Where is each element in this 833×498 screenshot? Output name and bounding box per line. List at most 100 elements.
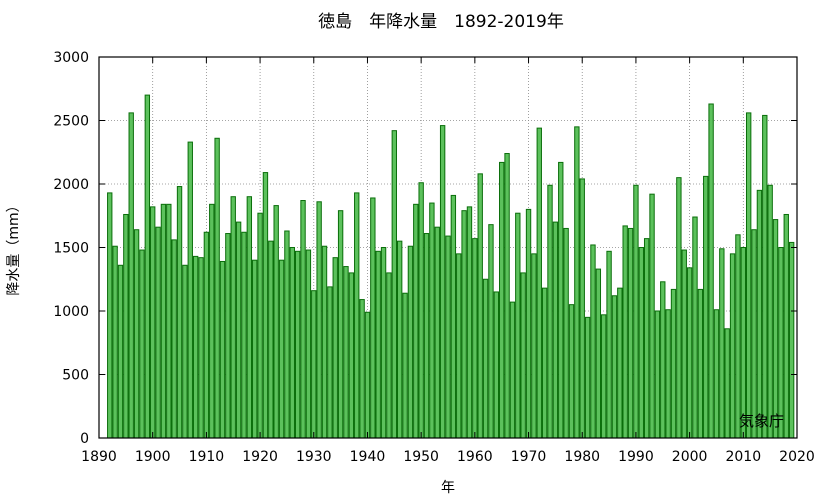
x-axis-label: 年 (441, 480, 455, 496)
bar-2016 (772, 219, 779, 439)
bar-1952 (429, 202, 435, 439)
bar-1949 (413, 203, 419, 439)
bar-2001 (692, 216, 698, 439)
bar-1915 (230, 196, 236, 439)
bar-1925 (284, 230, 290, 439)
bar-1978 (568, 304, 575, 439)
bar-1894 (117, 264, 124, 439)
bar-1893 (112, 245, 118, 439)
bar-2005 (713, 309, 720, 439)
bar-1954 (439, 125, 446, 439)
x-tick-label: 1960 (457, 449, 493, 465)
bar-1936 (343, 266, 349, 439)
y-tick-label: 3000 (53, 50, 89, 66)
bar-1933 (327, 286, 333, 439)
bar-1962 (482, 278, 489, 439)
bar-2015 (767, 184, 773, 439)
bar-1914 (225, 233, 231, 439)
bar-1990 (633, 184, 639, 439)
bar-1940 (364, 311, 371, 439)
bar-1900 (150, 206, 156, 439)
bar-1965 (499, 161, 505, 439)
x-tick-label: 1930 (296, 449, 332, 465)
bar-1911 (209, 203, 215, 439)
bar-1901 (155, 226, 161, 439)
bar-1950 (418, 182, 424, 439)
bar-series (107, 94, 795, 439)
y-tick-label: 500 (62, 368, 89, 384)
y-axis-label: 降水量（mm） (6, 198, 22, 295)
bar-1937 (348, 272, 355, 439)
bar-1923 (273, 205, 279, 439)
bar-1934 (332, 257, 338, 439)
bar-1924 (278, 259, 285, 439)
bar-1904 (171, 239, 177, 439)
bar-1939 (359, 299, 365, 439)
bar-1895 (123, 213, 129, 439)
bar-1906 (182, 264, 188, 439)
bar-1910 (203, 231, 210, 439)
bar-1988 (622, 225, 628, 439)
x-tick-label: 1920 (242, 449, 278, 465)
x-tick-label: 1910 (189, 449, 225, 465)
bar-1966 (504, 153, 510, 439)
bar-1992 (643, 238, 650, 439)
bar-1903 (166, 203, 172, 439)
bar-1944 (386, 272, 392, 439)
bar-1997 (670, 288, 677, 439)
bar-1959 (466, 206, 473, 439)
x-tick-label: 2000 (672, 449, 708, 465)
x-tick-label: 1970 (511, 449, 547, 465)
bar-1968 (515, 212, 521, 439)
bar-2019 (788, 241, 795, 439)
bar-1994 (654, 310, 661, 439)
bar-1912 (214, 137, 220, 439)
bar-1920 (257, 212, 263, 439)
bar-1963 (488, 224, 494, 439)
bar-1991 (638, 247, 644, 439)
bar-1928 (300, 200, 306, 439)
bar-1919 (252, 259, 258, 439)
bar-1948 (407, 245, 414, 439)
x-tick-label: 1950 (403, 449, 439, 465)
bar-1971 (531, 253, 537, 439)
y-tick-label: 1000 (53, 304, 89, 320)
bar-2004 (708, 103, 714, 439)
bar-1969 (520, 272, 526, 439)
bar-2011 (745, 112, 752, 439)
bar-2014 (762, 114, 768, 439)
bar-2006 (719, 248, 725, 439)
x-tick-label: 1890 (81, 449, 117, 465)
bar-1908 (192, 255, 199, 439)
bar-2007 (724, 328, 730, 439)
bar-1943 (380, 247, 387, 439)
bar-1985 (606, 250, 612, 439)
bar-1996 (665, 309, 671, 439)
bar-1979 (574, 126, 580, 439)
bar-1980 (579, 178, 585, 439)
y-tick-label: 2500 (53, 114, 89, 130)
bar-2012 (751, 229, 757, 439)
bar-1947 (402, 292, 408, 439)
x-tick-label: 1980 (564, 449, 600, 465)
bar-1917 (241, 231, 247, 439)
chart-title: 徳島 年降水量 1892-2019年 (318, 12, 564, 32)
bar-1905 (176, 186, 183, 439)
bar-1993 (649, 193, 655, 439)
x-tick-label: 2020 (779, 449, 815, 465)
bar-1987 (617, 287, 623, 439)
bar-1982 (590, 244, 596, 439)
bar-1974 (547, 184, 553, 439)
x-tick-label: 1940 (350, 449, 386, 465)
bar-1984 (601, 314, 607, 439)
bar-2018 (783, 213, 789, 439)
bar-1981 (584, 316, 591, 439)
bar-1926 (289, 247, 295, 439)
bar-1951 (423, 233, 430, 439)
bar-1958 (461, 210, 467, 439)
bar-2003 (703, 175, 709, 439)
bar-1907 (187, 141, 193, 439)
credit-label: 気象庁 (739, 412, 784, 430)
x-tick-labels: 1890 1900 1910 1920 1930 1940 1950 1960 1970 1980… (81, 449, 815, 465)
